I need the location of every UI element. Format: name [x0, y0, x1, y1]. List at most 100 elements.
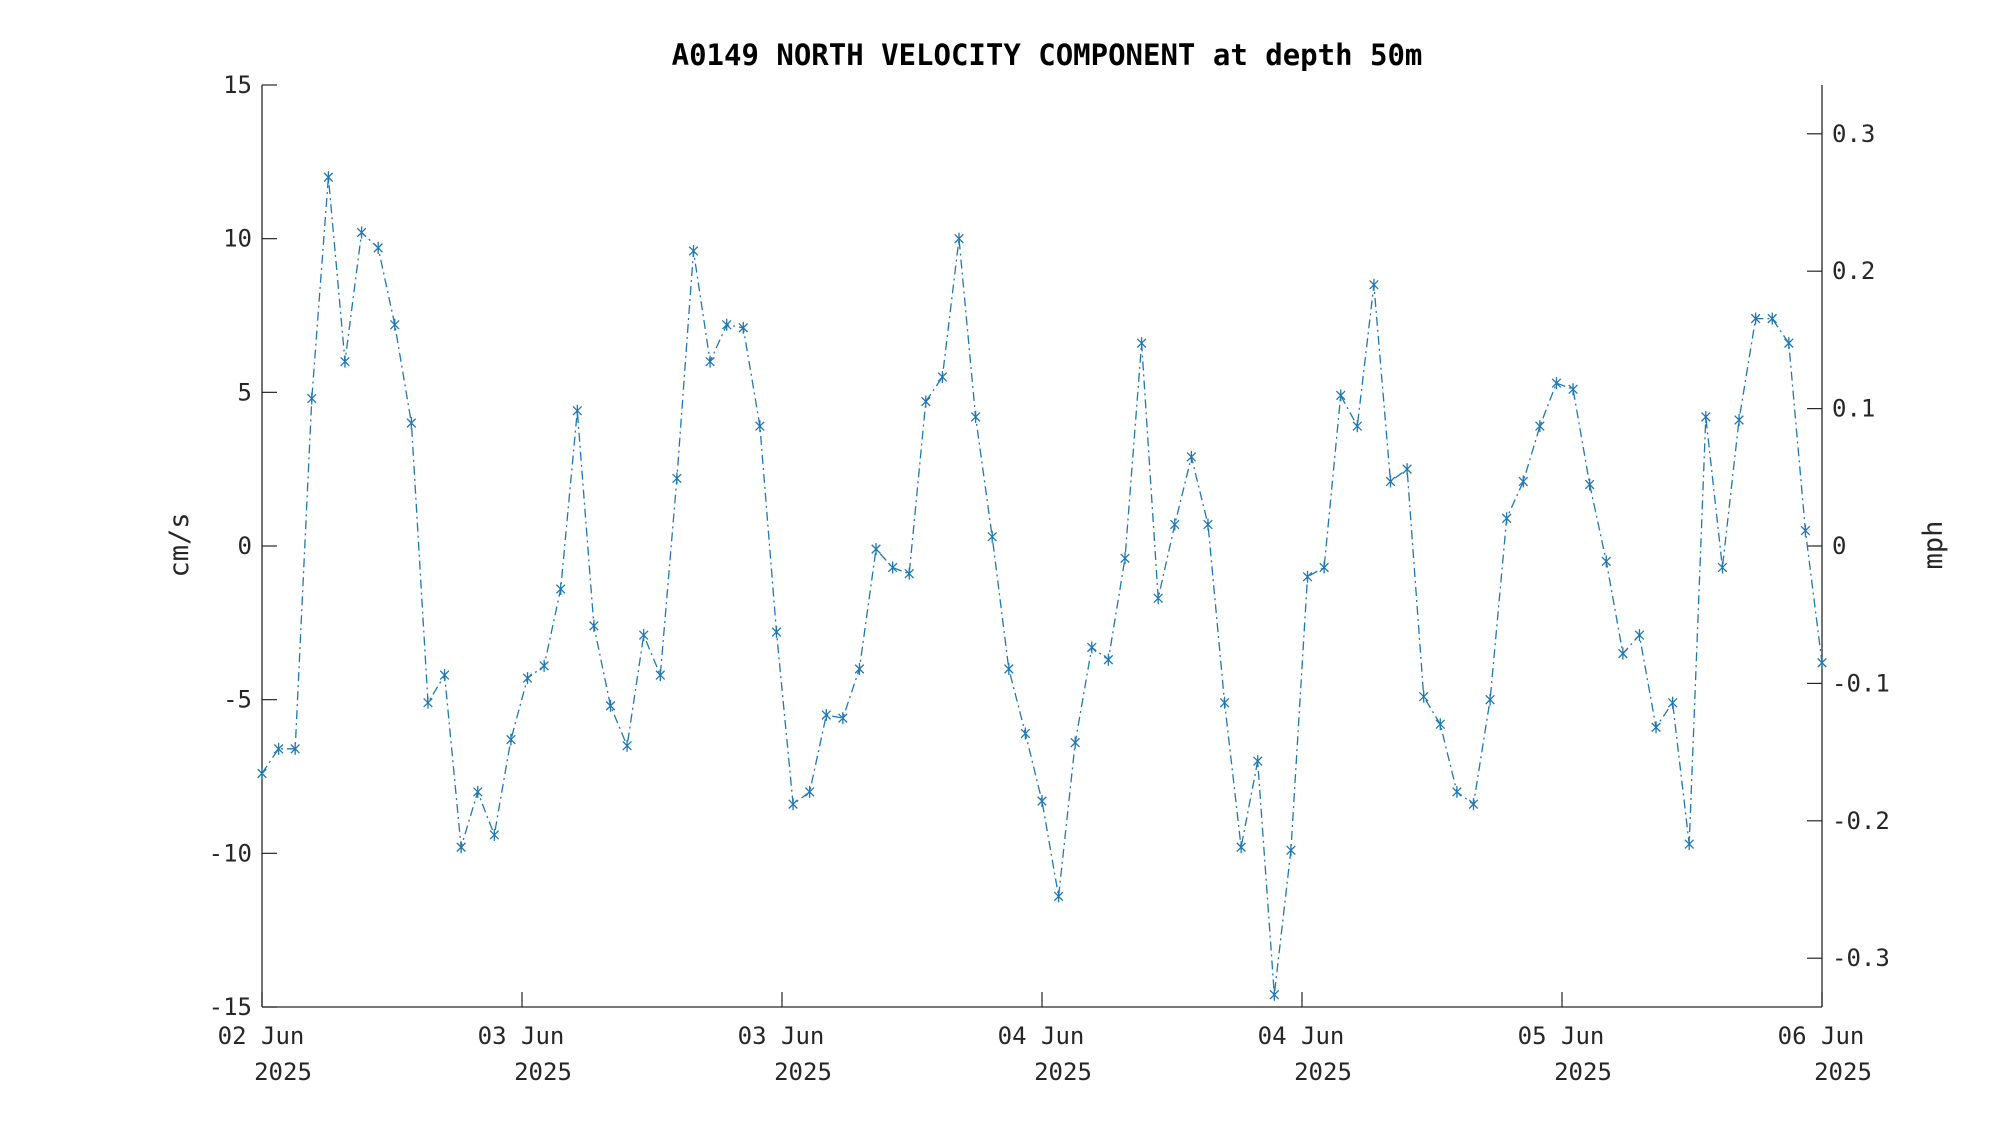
- data-point: [555, 583, 566, 596]
- x-tick-label-year: 2025: [254, 1058, 312, 1086]
- data-point: [389, 318, 400, 331]
- data-point: [871, 543, 881, 556]
- data-point: [1369, 278, 1379, 291]
- data-point: [887, 561, 898, 574]
- data-point: [1634, 629, 1645, 642]
- data-point: [672, 472, 682, 485]
- data-point: [1004, 662, 1014, 675]
- data-point: [688, 244, 699, 257]
- x-tick-label-day: 05 Jun: [1518, 1022, 1605, 1050]
- x-tick-label-year: 2025: [1554, 1058, 1612, 1086]
- data-point: [1302, 570, 1313, 583]
- y-tick-label: 10: [223, 225, 252, 253]
- y2-tick-label: 0.2: [1832, 257, 1875, 285]
- x-tick-label-day: 03 Jun: [478, 1022, 565, 1050]
- data-point: [1319, 561, 1329, 574]
- x-tick-label-year: 2025: [774, 1058, 832, 1086]
- data-point: [755, 420, 765, 433]
- data-point: [738, 321, 749, 334]
- x-tick-label-day: 02 Jun: [218, 1022, 305, 1050]
- x-tick-label-year: 2025: [1294, 1058, 1352, 1086]
- data-point: [1535, 420, 1545, 433]
- data-point: [1750, 312, 1761, 325]
- data-point: [1452, 785, 1462, 798]
- data-point: [1053, 890, 1064, 903]
- data-point: [987, 530, 997, 543]
- x-tick-label-day: 04 Jun: [1258, 1022, 1345, 1050]
- data-point: [1352, 420, 1363, 433]
- data-point: [638, 629, 649, 642]
- data-point: [1103, 653, 1114, 666]
- data-point: [1020, 727, 1031, 740]
- data-point: [539, 659, 549, 672]
- x-tick-label-day: 04 Jun: [998, 1022, 1085, 1050]
- data-point: [439, 669, 450, 682]
- data-point: [356, 226, 367, 239]
- x-tick-label-day: 06 Jun: [1778, 1022, 1865, 1050]
- data-point: [1252, 755, 1263, 768]
- data-point: [423, 696, 433, 709]
- data-point: [1684, 838, 1695, 851]
- data-point: [1418, 690, 1429, 703]
- series-line: [261, 177, 1823, 995]
- data-point: [1169, 518, 1180, 531]
- data-point: [1701, 410, 1711, 423]
- data-point: [1518, 475, 1529, 488]
- data-point: [1601, 555, 1612, 568]
- data-point: [506, 733, 516, 746]
- data-point: [1203, 518, 1213, 531]
- data-point: [340, 355, 350, 368]
- data-point: [406, 417, 417, 430]
- y-tick-label: -15: [209, 993, 252, 1021]
- data-point: [290, 742, 300, 755]
- x-tick-label-year: 2025: [514, 1058, 572, 1086]
- data-point: [788, 798, 798, 811]
- chart-title: A0149 NORTH VELOCITY COMPONENT at depth …: [672, 38, 1423, 72]
- axes: 15 10 5 0 -5 -10 -15 0.3 0.2 0.1 0 -0.1 -0.2 -0.3 02 J…: [209, 71, 1890, 1086]
- data-point: [1717, 561, 1728, 574]
- data-point: [1667, 696, 1678, 709]
- data-point: [456, 841, 466, 854]
- data-point: [1584, 478, 1595, 491]
- y-tick-label: -10: [209, 839, 252, 867]
- data-point: [954, 232, 964, 245]
- data-point: [622, 739, 632, 752]
- data-point: [373, 241, 383, 254]
- y-tick-label: -5: [223, 686, 252, 714]
- data-point: [1501, 512, 1512, 525]
- data-point: [522, 672, 533, 685]
- data-point: [1087, 641, 1097, 654]
- data-point: [970, 410, 981, 423]
- y2-axis-label: mph: [1918, 521, 1949, 570]
- y2-tick-label: -0.3: [1832, 944, 1890, 972]
- data-point: [1153, 592, 1163, 605]
- x-tick-label-year: 2025: [1814, 1058, 1872, 1086]
- data-point: [937, 370, 948, 383]
- data-point: [1734, 413, 1744, 426]
- data-point: [1335, 389, 1346, 402]
- data-point: [1286, 844, 1296, 857]
- y2-tick-label: -0.2: [1832, 807, 1890, 835]
- data-point: [904, 567, 915, 580]
- data-point: [257, 767, 267, 780]
- x-tick-label-day: 03 Jun: [738, 1022, 825, 1050]
- data-point: [1037, 795, 1047, 808]
- data-point: [572, 404, 583, 417]
- data-point: [821, 709, 832, 722]
- data-point: [1568, 383, 1578, 396]
- data-point: [1385, 475, 1396, 488]
- data-point: [1817, 656, 1827, 669]
- series-plot: [257, 171, 1827, 1001]
- data-point: [705, 355, 715, 368]
- data-point: [1402, 463, 1412, 476]
- data-point: [1269, 988, 1280, 1001]
- y2-tick-label: -0.1: [1832, 669, 1890, 697]
- x-tick-label-year: 2025: [1034, 1058, 1092, 1086]
- data-point: [921, 395, 931, 408]
- data-point: [589, 619, 599, 632]
- data-point: [1236, 841, 1246, 854]
- y-tick-label: 5: [238, 378, 252, 406]
- data-point: [472, 785, 483, 798]
